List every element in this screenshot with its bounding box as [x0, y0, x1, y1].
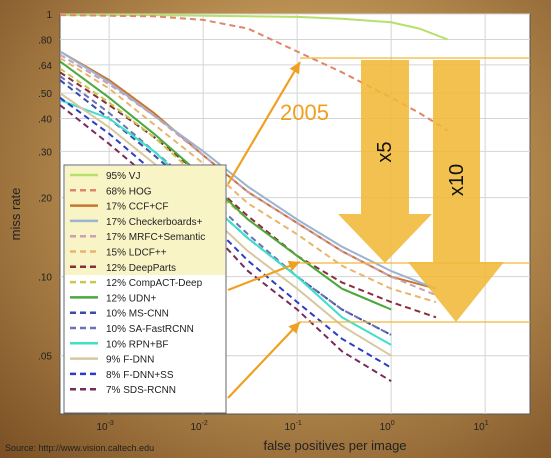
legend-label: 68% HOG [106, 186, 152, 197]
series-line-5 [60, 53, 437, 297]
x-axis-title: false positives per image [263, 438, 406, 453]
source-note: Source: http://www.vision.caltech.edu [5, 443, 154, 453]
factor-x5-label: x5 [374, 141, 396, 162]
x-tick-label: 101 [474, 420, 489, 433]
series-line-14 [60, 96, 392, 369]
legend-label: 12% CompACT-Deep [106, 278, 203, 289]
y-tick-label: .10 [38, 273, 52, 284]
legend-label: 17% CCF+CF [106, 202, 169, 213]
legend-label: 12% UDN+ [106, 293, 156, 304]
legend-label: 8% F-DNN+SS [106, 370, 174, 381]
legend-label: 10% RPN+BF [106, 339, 169, 350]
series-line-1 [60, 14, 449, 41]
year-annotation: 2005 [280, 100, 329, 125]
series-line-2 [60, 14, 449, 132]
annotations: 2005 x5 x10 [227, 57, 530, 399]
legend-label: 12% DeepParts [106, 263, 176, 274]
y-tick-label: .40 [38, 115, 52, 126]
pointer-arrowhead [288, 322, 300, 334]
x-tick-label: 10-2 [190, 420, 207, 433]
y-tick-label: .20 [38, 194, 52, 205]
series-line-15 [60, 104, 392, 383]
x-tick-label: 10-3 [96, 420, 113, 433]
legend-label: 9% F-DNN [106, 355, 154, 366]
legend-label: 17% Checkerboards+ [106, 217, 203, 228]
down-arrow-x5 [338, 60, 432, 263]
legend-label: 15% LDCF++ [106, 248, 167, 259]
x-axis-ticks: 10-3 10-2 10-1 100 101 [96, 420, 488, 433]
y-axis-ticks: 1 .80 .64 .50 .40 .30 .20 .10 .05 [38, 10, 52, 363]
y-tick-label: 1 [46, 10, 52, 21]
y-tick-label: .64 [38, 61, 52, 72]
pointer-arrow [227, 260, 301, 292]
legend: 95% VJ 68% HOG 17% CCF+CF 17% Checkerboards… [63, 164, 227, 414]
pointer-arrowhead [289, 62, 300, 75]
down-arrow-x10 [408, 60, 504, 322]
y-tick-label: .05 [38, 352, 52, 363]
pointer-arrow [227, 321, 301, 399]
factor-x10-label: x10 [446, 164, 468, 196]
legend-label: 10% MS-CNN [106, 309, 169, 320]
x-tick-label: 10-1 [284, 420, 301, 433]
legend-label: 95% VJ [106, 171, 140, 182]
legend-label: 17% MRFC+Semantic [106, 232, 205, 243]
y-tick-label: .30 [38, 147, 52, 158]
y-tick-label: .80 [38, 35, 52, 46]
legend-label: 7% SDS-RCNN [106, 385, 176, 396]
pointer-arrow [227, 61, 301, 185]
y-tick-label: .50 [38, 89, 52, 100]
legend-label: 10% SA-FastRCNN [106, 324, 194, 335]
pointer-arrowhead [287, 260, 300, 272]
y-axis-title: miss rate [8, 188, 23, 241]
x-tick-label: 100 [380, 420, 395, 433]
